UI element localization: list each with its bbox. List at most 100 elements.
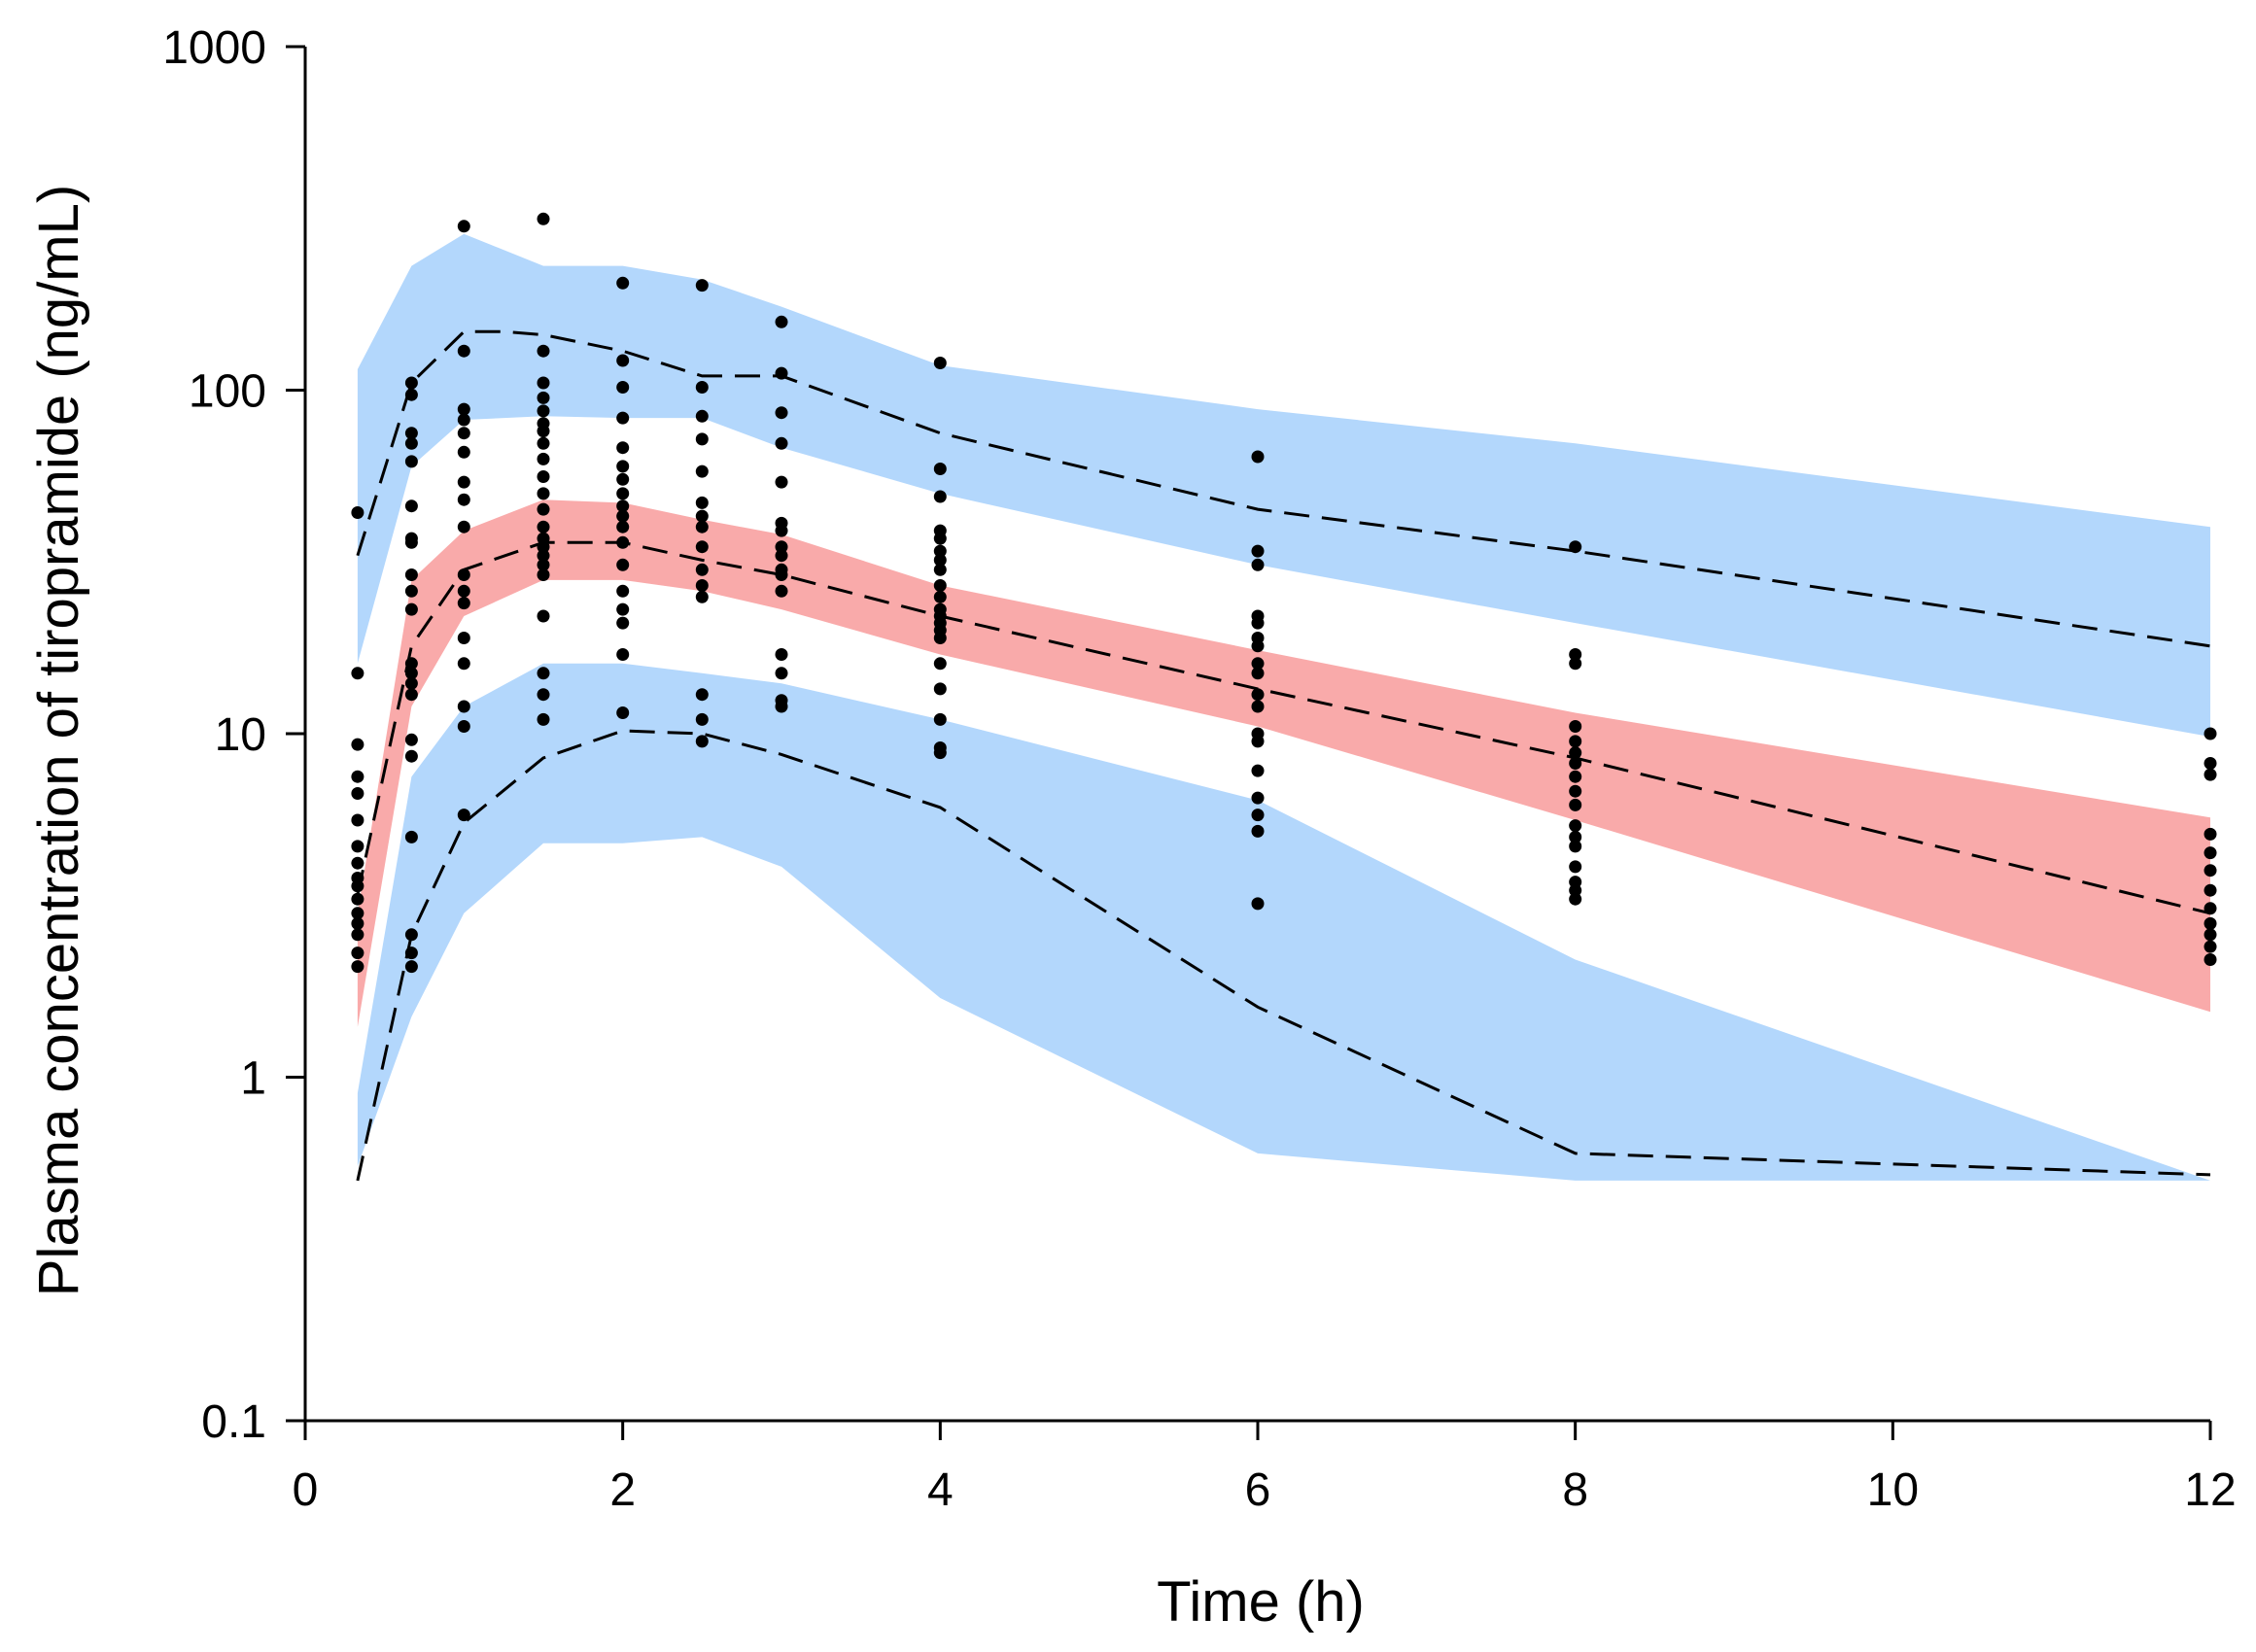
observed-point bbox=[1569, 830, 1582, 843]
observed-point bbox=[616, 535, 630, 549]
observed-point bbox=[457, 475, 470, 489]
observed-point bbox=[404, 657, 418, 671]
observed-point bbox=[775, 475, 788, 489]
observed-point bbox=[1569, 657, 1582, 671]
observed-point bbox=[2204, 953, 2217, 966]
observed-point bbox=[775, 667, 788, 680]
observed-point bbox=[1251, 735, 1265, 748]
observed-point bbox=[933, 712, 947, 726]
observed-point bbox=[537, 540, 550, 554]
observed-point bbox=[616, 706, 630, 719]
observed-point bbox=[1251, 791, 1265, 805]
observed-point bbox=[1251, 824, 1265, 838]
observed-point bbox=[695, 381, 709, 394]
x-tick-label: 2 bbox=[609, 1464, 636, 1516]
observed-point bbox=[1569, 892, 1582, 906]
percentile-line-1 bbox=[356, 329, 2211, 648]
observed-point bbox=[775, 524, 788, 537]
observed-point bbox=[351, 879, 364, 893]
axis-ticks: 0 2 4 6 8 10 12 0.1 1 10 100 1000 bbox=[162, 22, 2236, 1516]
y-tick-label: 0.1 bbox=[201, 1396, 266, 1448]
observed-point bbox=[404, 568, 418, 581]
observed-point bbox=[2204, 940, 2217, 953]
x-tick-label: 4 bbox=[927, 1464, 954, 1516]
observed-point bbox=[1569, 720, 1582, 733]
observed-point bbox=[695, 496, 709, 509]
observed-point bbox=[1251, 667, 1265, 680]
observed-point bbox=[351, 667, 364, 680]
x-tick-label: 0 bbox=[293, 1464, 319, 1516]
observed-point bbox=[404, 455, 418, 468]
observed-point bbox=[404, 427, 418, 440]
observed-point bbox=[537, 212, 550, 225]
observed-point bbox=[457, 584, 470, 598]
observed-point bbox=[695, 735, 709, 748]
observed-point bbox=[933, 357, 947, 369]
observed-point bbox=[616, 520, 630, 533]
observed-point bbox=[351, 928, 364, 942]
observed-point bbox=[1569, 540, 1582, 554]
observed-point bbox=[404, 376, 418, 390]
observed-point bbox=[404, 733, 418, 746]
observed-point bbox=[2204, 928, 2217, 942]
observed-point bbox=[695, 540, 709, 554]
observed-point bbox=[404, 667, 418, 680]
observed-point bbox=[457, 809, 470, 822]
observed-point bbox=[537, 452, 550, 465]
observed-point bbox=[457, 520, 470, 533]
x-tick-label: 10 bbox=[1867, 1464, 1919, 1516]
observed-point bbox=[404, 584, 418, 598]
observed-point bbox=[537, 549, 550, 563]
observed-point bbox=[2204, 768, 2217, 781]
observed-point bbox=[404, 830, 418, 843]
observed-point bbox=[695, 563, 709, 576]
observed-point bbox=[695, 409, 709, 423]
observed-point bbox=[616, 602, 630, 616]
observed-point bbox=[537, 436, 550, 450]
observed-point bbox=[457, 402, 470, 416]
observed-point bbox=[695, 279, 709, 293]
observed-point bbox=[616, 487, 630, 500]
observed-point bbox=[1569, 770, 1582, 783]
observed-point bbox=[616, 472, 630, 486]
observed-point bbox=[537, 667, 550, 680]
observed-point bbox=[457, 427, 470, 440]
observed-point bbox=[404, 688, 418, 702]
observed-point bbox=[933, 463, 947, 475]
observed-point bbox=[775, 648, 788, 661]
observed-point bbox=[1251, 657, 1265, 671]
observed-point bbox=[351, 787, 364, 800]
observed-point bbox=[537, 344, 550, 358]
observed-point bbox=[2204, 864, 2217, 878]
observed-point bbox=[537, 568, 550, 581]
observed-point bbox=[537, 520, 550, 533]
observed-point bbox=[351, 506, 364, 519]
y-tick-label: 10 bbox=[215, 709, 266, 761]
observed-point bbox=[1251, 688, 1265, 702]
observed-point bbox=[616, 499, 630, 513]
observed-point bbox=[1251, 897, 1265, 911]
observed-point bbox=[404, 602, 418, 616]
observed-point bbox=[351, 907, 364, 920]
observed-point bbox=[537, 470, 550, 483]
x-axis-title: Time (h) bbox=[1157, 1570, 1365, 1634]
observed-point bbox=[933, 544, 947, 558]
observed-point bbox=[404, 499, 418, 513]
observed-point bbox=[351, 738, 364, 751]
observed-point bbox=[616, 509, 630, 523]
x-tick-label: 12 bbox=[2184, 1464, 2236, 1516]
observed-point bbox=[933, 579, 947, 592]
observed-point bbox=[457, 445, 470, 459]
observed-point bbox=[616, 584, 630, 598]
observed-point bbox=[1251, 616, 1265, 630]
observed-point bbox=[1251, 558, 1265, 571]
observed-point bbox=[537, 609, 550, 623]
observed-point bbox=[1569, 883, 1582, 897]
observed-point bbox=[616, 616, 630, 630]
observed-point bbox=[1569, 746, 1582, 760]
observed-point bbox=[404, 676, 418, 690]
observed-point bbox=[457, 344, 470, 358]
observed-point bbox=[351, 892, 364, 906]
observed-point bbox=[775, 315, 788, 328]
